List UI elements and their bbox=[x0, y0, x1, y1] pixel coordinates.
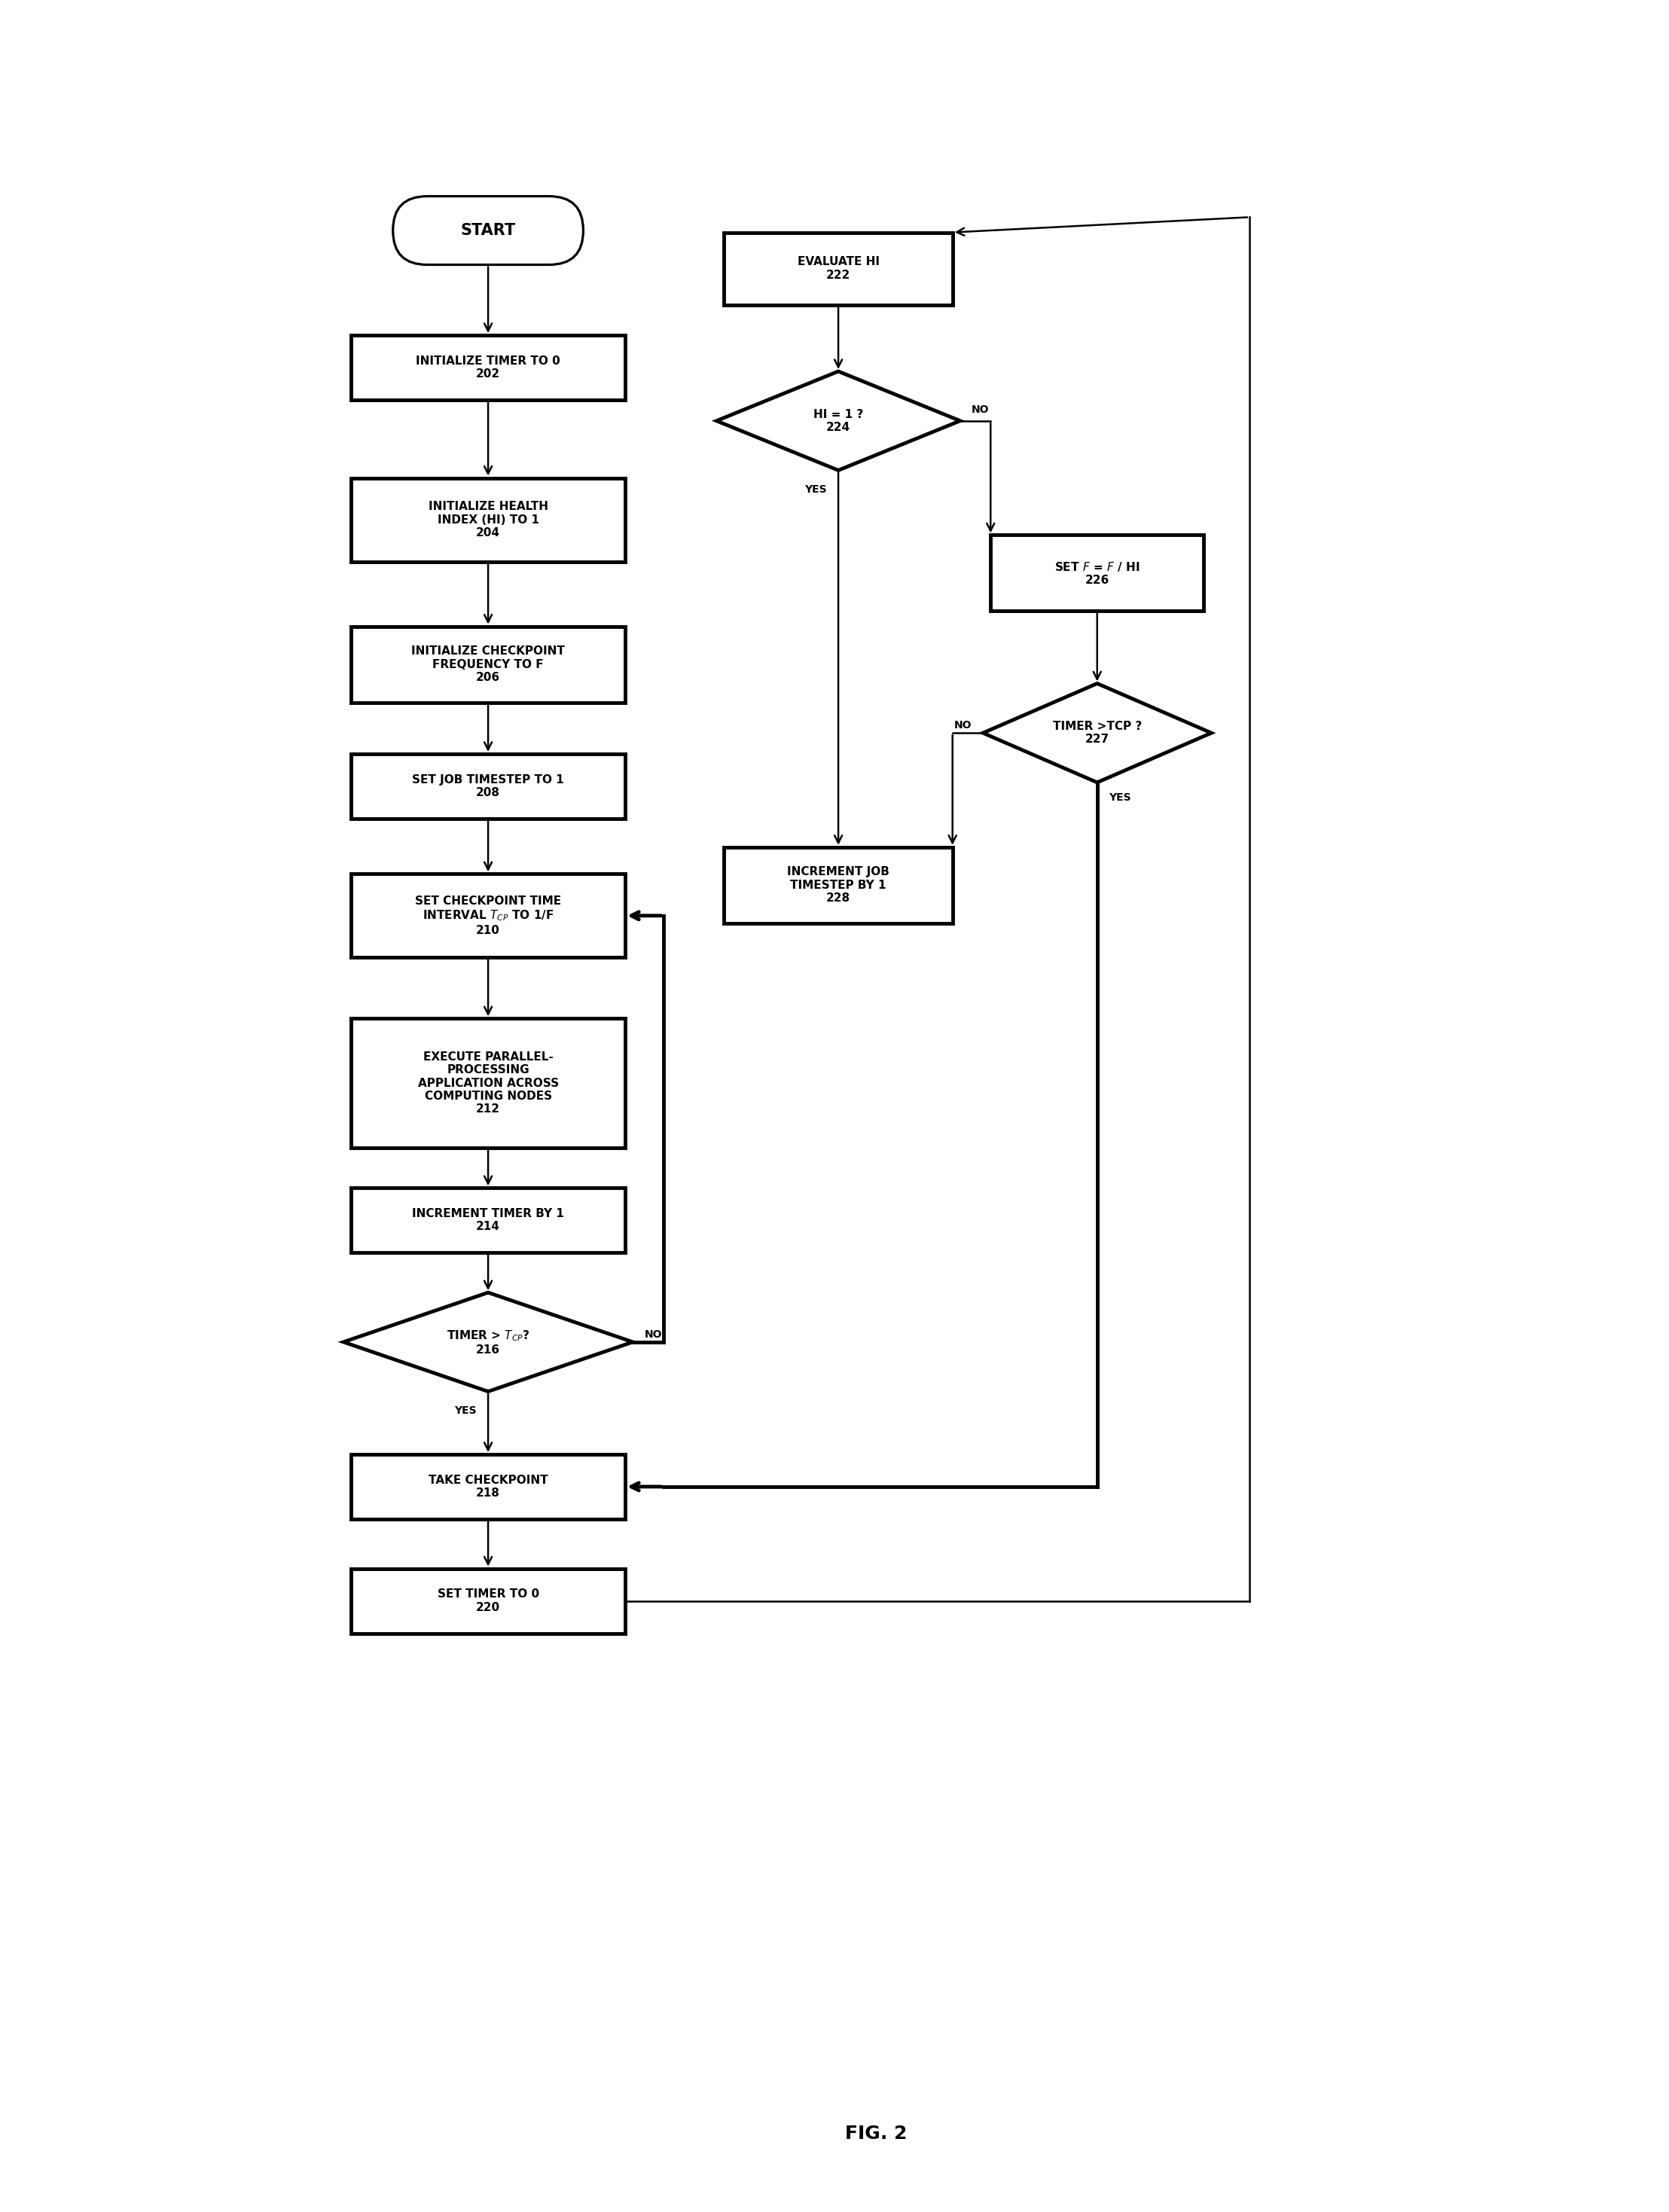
Text: INITIALIZE HEALTH
INDEX (HI) TO 1
204: INITIALIZE HEALTH INDEX (HI) TO 1 204 bbox=[429, 502, 547, 538]
FancyBboxPatch shape bbox=[392, 197, 582, 265]
Text: NO: NO bbox=[955, 721, 971, 730]
Text: HI = 1 ?
224: HI = 1 ? 224 bbox=[813, 409, 863, 434]
Text: START: START bbox=[461, 223, 516, 239]
Text: YES: YES bbox=[804, 484, 826, 495]
FancyBboxPatch shape bbox=[991, 535, 1203, 611]
Text: TIMER > $T_{CP}$?
216: TIMER > $T_{CP}$? 216 bbox=[447, 1329, 529, 1356]
Polygon shape bbox=[716, 372, 960, 471]
Text: EXECUTE PARALLEL-
PROCESSING
APPLICATION ACROSS
COMPUTING NODES
212: EXECUTE PARALLEL- PROCESSING APPLICATION… bbox=[417, 1051, 559, 1115]
Text: INCREMENT JOB
TIMESTEP BY 1
228: INCREMENT JOB TIMESTEP BY 1 228 bbox=[788, 867, 890, 905]
Polygon shape bbox=[344, 1292, 633, 1391]
FancyBboxPatch shape bbox=[350, 1188, 626, 1252]
Text: NO: NO bbox=[971, 405, 990, 414]
Text: INITIALIZE CHECKPOINT
FREQUENCY TO F
206: INITIALIZE CHECKPOINT FREQUENCY TO F 206 bbox=[411, 646, 564, 684]
FancyBboxPatch shape bbox=[350, 754, 626, 818]
Text: YES: YES bbox=[454, 1405, 476, 1416]
FancyBboxPatch shape bbox=[724, 847, 953, 922]
Text: INCREMENT TIMER BY 1
214: INCREMENT TIMER BY 1 214 bbox=[412, 1208, 564, 1232]
Text: TAKE CHECKPOINT
218: TAKE CHECKPOINT 218 bbox=[429, 1475, 547, 1500]
FancyBboxPatch shape bbox=[350, 1453, 626, 1520]
Text: SET JOB TIMESTEP TO 1
208: SET JOB TIMESTEP TO 1 208 bbox=[412, 774, 564, 799]
FancyBboxPatch shape bbox=[350, 336, 626, 400]
Polygon shape bbox=[983, 684, 1212, 783]
FancyBboxPatch shape bbox=[350, 626, 626, 703]
Text: SET TIMER TO 0
220: SET TIMER TO 0 220 bbox=[437, 1588, 539, 1613]
FancyBboxPatch shape bbox=[350, 1018, 626, 1148]
Text: SET $F$ = $F$ / HI
226: SET $F$ = $F$ / HI 226 bbox=[1055, 560, 1140, 586]
FancyBboxPatch shape bbox=[350, 1568, 626, 1632]
FancyBboxPatch shape bbox=[350, 874, 626, 958]
Text: YES: YES bbox=[1108, 792, 1132, 803]
FancyBboxPatch shape bbox=[350, 478, 626, 562]
Text: FIG. 2: FIG. 2 bbox=[846, 2126, 908, 2143]
Text: EVALUATE HI
222: EVALUATE HI 222 bbox=[798, 257, 880, 281]
FancyBboxPatch shape bbox=[724, 232, 953, 305]
Text: SET CHECKPOINT TIME
INTERVAL $T_{CP}$ TO 1/F
210: SET CHECKPOINT TIME INTERVAL $T_{CP}$ TO… bbox=[416, 896, 561, 936]
Text: NO: NO bbox=[644, 1329, 663, 1340]
Text: INITIALIZE TIMER TO 0
202: INITIALIZE TIMER TO 0 202 bbox=[416, 356, 561, 380]
Text: TIMER >TCP ?
227: TIMER >TCP ? 227 bbox=[1053, 721, 1142, 745]
